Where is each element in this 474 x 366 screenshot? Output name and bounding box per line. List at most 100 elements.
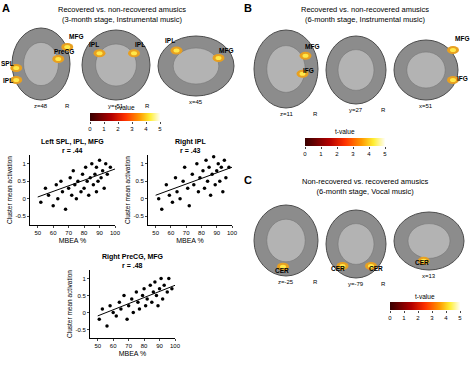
svg-text:CER: CER: [275, 267, 289, 274]
svg-text:80: 80: [81, 230, 88, 236]
svg-text:70: 70: [125, 343, 132, 349]
svg-text:0: 0: [22, 196, 26, 202]
svg-text:4: 4: [444, 315, 448, 321]
svg-text:R: R: [313, 279, 318, 285]
svg-text:60: 60: [110, 343, 117, 349]
svg-text:1: 1: [102, 126, 106, 132]
svg-text:Right IPL: Right IPL: [175, 138, 206, 146]
svg-text:SPL: SPL: [1, 60, 14, 67]
svg-text:IFG: IFG: [457, 75, 468, 82]
svg-text:Left SPL, IPL, MFG: Left SPL, IPL, MFG: [41, 138, 104, 146]
svg-text:t-value: t-value: [115, 104, 135, 111]
svg-text:50: 50: [34, 230, 41, 236]
svg-text:Cluster mean activation: Cluster mean activation: [66, 270, 73, 338]
svg-text:z=-25: z=-25: [278, 279, 294, 285]
svg-text:Recovered vs. non-recovered am: Recovered vs. non-recovered amusics(3-mo…: [58, 5, 186, 24]
svg-text:MBEA %: MBEA %: [59, 237, 87, 244]
svg-text:80: 80: [141, 343, 148, 349]
svg-text:2: 2: [116, 126, 120, 132]
svg-text:4: 4: [367, 151, 371, 157]
svg-text:IPL: IPL: [135, 41, 145, 48]
svg-text:0: 0: [82, 310, 86, 316]
svg-text:100: 100: [227, 230, 238, 236]
svg-text:Cluster mean activation: Cluster mean activation: [6, 156, 13, 224]
svg-text:90: 90: [213, 230, 220, 236]
svg-text:3: 3: [351, 151, 355, 157]
svg-text:1: 1: [22, 161, 26, 167]
svg-text:0: 0: [303, 151, 307, 157]
svg-text:z=48: z=48: [34, 103, 48, 109]
svg-text:CER: CER: [331, 265, 345, 272]
svg-text:r = .48: r = .48: [122, 262, 143, 269]
svg-text:80: 80: [198, 230, 205, 236]
svg-text:IPL: IPL: [3, 77, 13, 84]
svg-text:IPL: IPL: [165, 37, 175, 44]
svg-text:r = .44: r = .44: [62, 147, 83, 154]
svg-text:R: R: [313, 111, 318, 117]
svg-text:IFG: IFG: [303, 67, 314, 74]
svg-text:MBEA %: MBEA %: [119, 350, 147, 357]
svg-text:t-value: t-value: [415, 293, 435, 300]
svg-text:0: 0: [140, 196, 144, 202]
svg-text:3: 3: [430, 315, 434, 321]
svg-text:Right PreCG, MFG: Right PreCG, MFG: [102, 253, 164, 261]
svg-text:PreCG: PreCG: [54, 48, 74, 55]
svg-text:R: R: [381, 281, 386, 287]
svg-text:5: 5: [158, 126, 162, 132]
svg-text:MBEA %: MBEA %: [176, 237, 204, 244]
svg-text:0.5: 0.5: [77, 293, 86, 299]
svg-text:R: R: [381, 107, 386, 113]
svg-text:A: A: [2, 2, 10, 14]
svg-text:-0.5: -0.5: [15, 213, 26, 219]
svg-text:2: 2: [335, 151, 339, 157]
svg-text:1: 1: [140, 161, 144, 167]
svg-text:60: 60: [168, 230, 175, 236]
svg-text:B: B: [244, 2, 252, 14]
svg-text:MFG: MFG: [455, 35, 469, 42]
svg-text:0.5: 0.5: [17, 178, 26, 184]
svg-text:1: 1: [82, 276, 86, 282]
svg-text:r = .43: r = .43: [180, 147, 201, 154]
svg-text:100: 100: [170, 343, 181, 349]
svg-text:60: 60: [50, 230, 57, 236]
svg-text:3: 3: [130, 126, 134, 132]
svg-text:-0.5: -0.5: [133, 213, 144, 219]
svg-text:1: 1: [319, 151, 323, 157]
svg-text:90: 90: [96, 230, 103, 236]
svg-text:5: 5: [383, 151, 387, 157]
svg-text:x=13: x=13: [422, 273, 436, 279]
svg-text:C: C: [244, 174, 252, 186]
svg-text:y=27: y=27: [349, 107, 363, 113]
svg-text:0.5: 0.5: [135, 178, 144, 184]
svg-text:50: 50: [152, 230, 159, 236]
svg-text:-0.5: -0.5: [75, 327, 86, 333]
svg-text:t-value: t-value: [335, 128, 355, 135]
svg-text:IPL: IPL: [89, 41, 99, 48]
svg-text:5: 5: [458, 315, 462, 321]
svg-text:70: 70: [65, 230, 72, 236]
svg-text:R: R: [145, 103, 150, 109]
svg-text:y=-79: y=-79: [348, 281, 364, 287]
svg-text:90: 90: [156, 343, 163, 349]
svg-text:y=-51: y=-51: [108, 103, 124, 109]
svg-text:z=11: z=11: [280, 111, 293, 117]
svg-text:2: 2: [416, 315, 420, 321]
svg-text:x=45: x=45: [189, 99, 203, 105]
svg-text:1: 1: [402, 315, 406, 321]
svg-text:MFG: MFG: [69, 33, 83, 40]
svg-text:CER: CER: [415, 259, 429, 266]
svg-text:Recovered vs. non-recovered am: Recovered vs. non-recovered amusics(6-mo…: [301, 5, 429, 24]
svg-text:4: 4: [144, 126, 148, 132]
svg-text:R: R: [65, 103, 70, 109]
svg-text:Non-recovered vs. recovered am: Non-recovered vs. recovered amusics(6-mo…: [302, 177, 429, 196]
svg-text:50: 50: [94, 343, 101, 349]
svg-text:0: 0: [88, 126, 92, 132]
svg-text:0: 0: [388, 315, 392, 321]
svg-text:Cluster mean activation: Cluster mean activation: [124, 156, 131, 224]
svg-text:100: 100: [110, 230, 121, 236]
svg-text:x=51: x=51: [419, 103, 433, 109]
svg-text:MFG: MFG: [305, 43, 319, 50]
svg-text:70: 70: [183, 230, 190, 236]
svg-text:MFG: MFG: [219, 47, 233, 54]
svg-text:CER: CER: [369, 265, 383, 272]
